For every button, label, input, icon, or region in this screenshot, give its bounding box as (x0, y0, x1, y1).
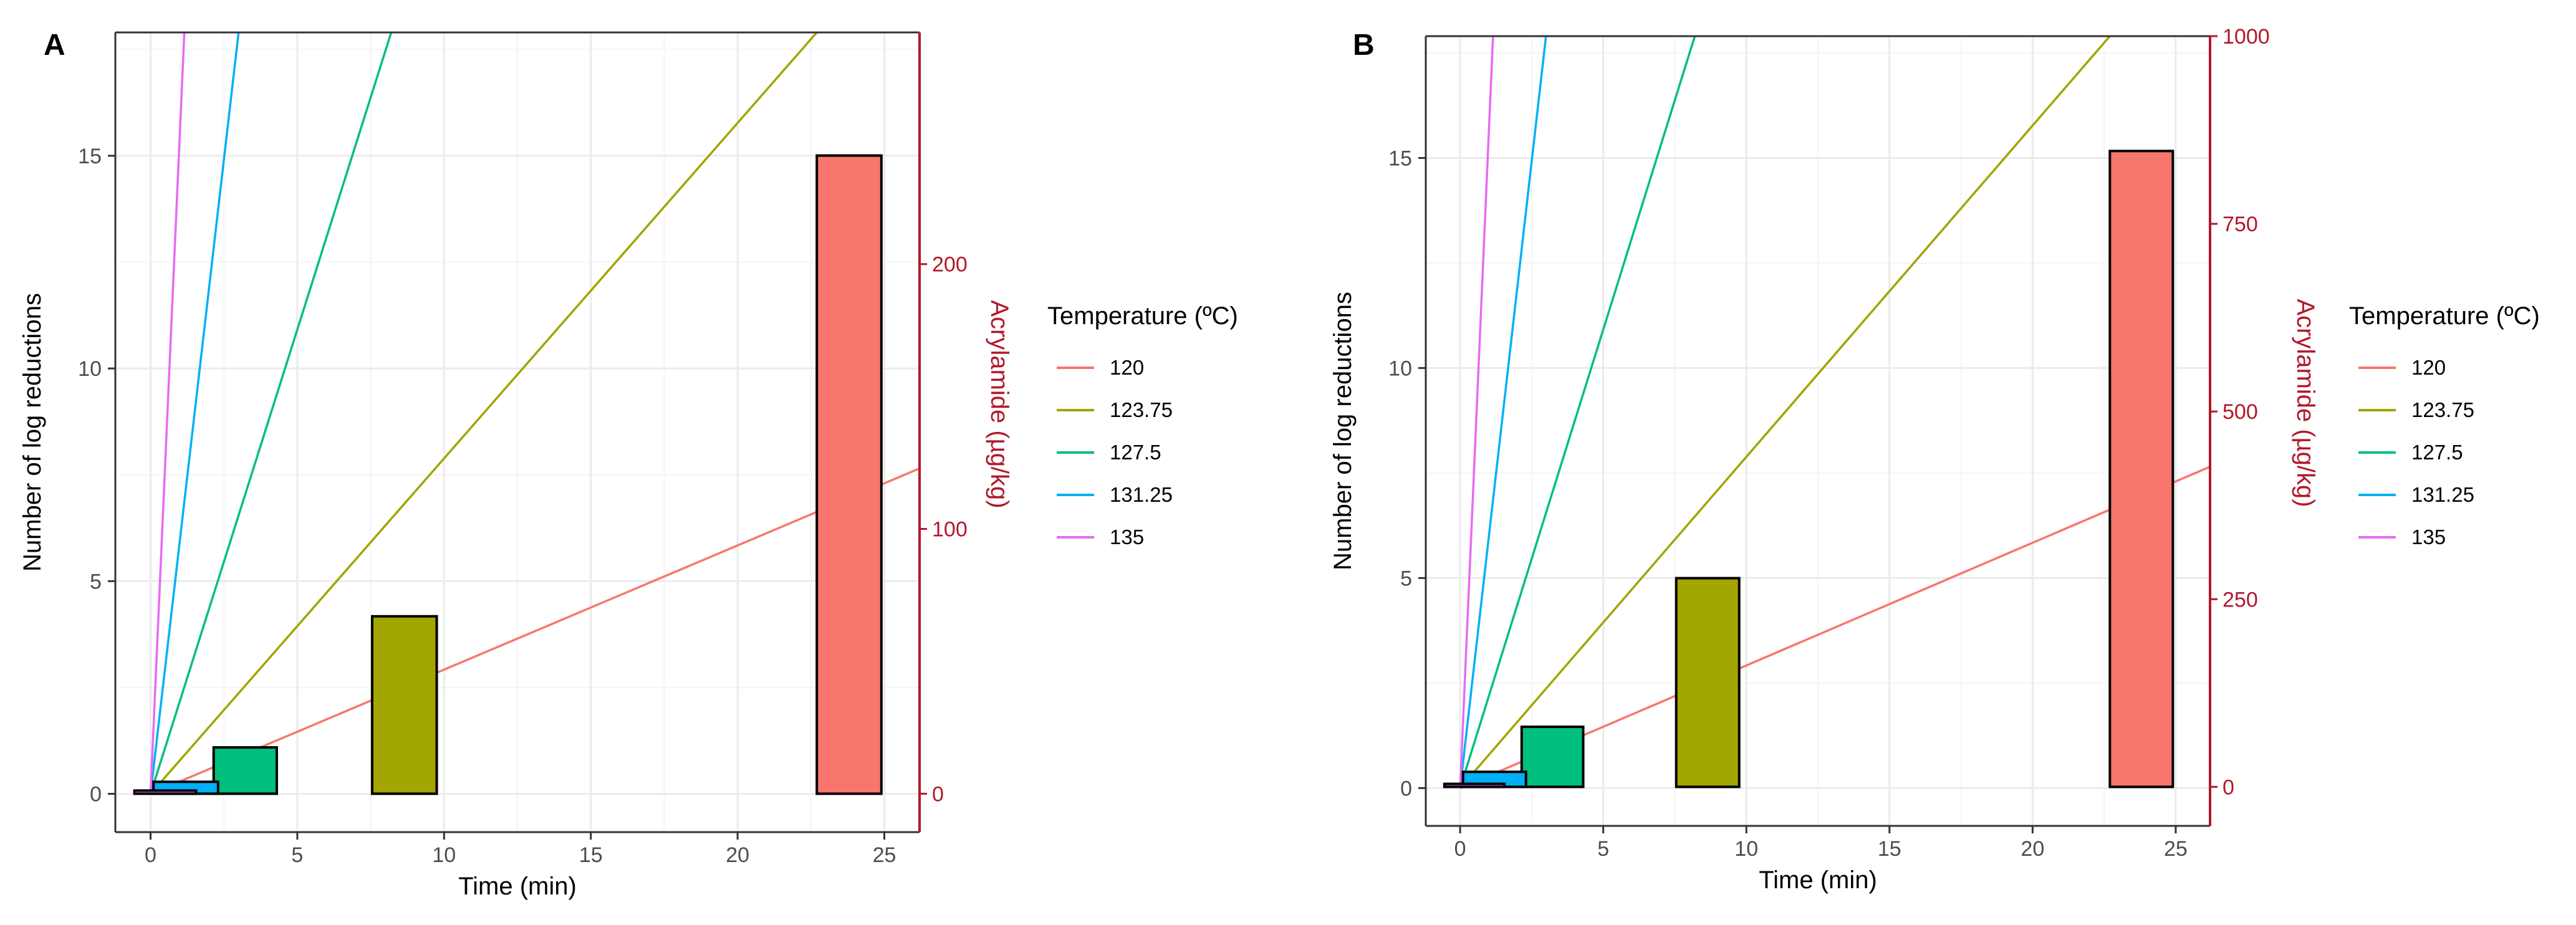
legend-title: Temperature (ºC) (2349, 302, 2540, 330)
series-line-123-75 (1459, 36, 2111, 789)
panel-label: B (1353, 29, 1375, 62)
bar-120 (2108, 150, 2175, 788)
y2-tick-label: 500 (2223, 400, 2258, 424)
legend-label: 123.75 (1110, 398, 1173, 421)
x-tick-label: 25 (2164, 837, 2188, 861)
y-tick-label: 0 (90, 783, 102, 807)
series-line-127-5 (149, 32, 393, 795)
bar-127-5 (212, 746, 278, 795)
bar-135 (1443, 782, 1506, 788)
series-line-123-75 (150, 32, 818, 795)
y-tick-label: 5 (1400, 567, 1412, 590)
x-tick-label: 20 (726, 843, 749, 867)
legend-label: 120 (2411, 356, 2446, 379)
x-tick-label: 10 (1734, 837, 1758, 861)
y2-tick-label: 1000 (2223, 25, 2270, 49)
x-axis-title: Time (min) (1759, 866, 1877, 894)
y-tick-label: 15 (1388, 146, 1412, 170)
y2-tick-label: 200 (932, 253, 968, 277)
legend-label: 135 (2411, 525, 2446, 549)
y2-axis-title: Acrylamide (µg/kg) (2292, 299, 2319, 507)
x-tick-label: 0 (145, 843, 156, 867)
series-line-135 (1459, 36, 1494, 788)
bar-123-75 (1675, 577, 1741, 788)
bar-120 (815, 154, 883, 795)
series-line-120 (150, 467, 920, 795)
x-tick-label: 15 (579, 843, 603, 867)
y2-tick-label: 100 (932, 518, 968, 542)
y2-tick-label: 0 (932, 782, 944, 806)
x-axis-title: Time (min) (458, 873, 577, 900)
legend-label: 135 (1110, 525, 1144, 549)
y-tick-label: 15 (78, 145, 102, 168)
x-tick-label: 20 (2021, 837, 2044, 861)
legend-label: 131.25 (1110, 483, 1173, 506)
y-axis-title: Number of log reductions (19, 293, 46, 572)
plot-area (1443, 36, 2210, 789)
plot-area (133, 32, 920, 795)
y2-tick-label: 0 (2223, 775, 2234, 799)
x-tick-label: 5 (291, 843, 303, 867)
x-tick-label: 25 (873, 843, 896, 867)
panel-A: 0 5 10 15 20 25 0 5 10 15 0 100 200 Time (min) Number … (19, 29, 1238, 900)
y-axis-title: Number of log reductions (1329, 292, 1357, 570)
bar-127-5 (1520, 726, 1585, 788)
y-tick-label: 10 (1388, 357, 1412, 380)
x-tick-label: 0 (1454, 837, 1466, 861)
legend-label: 127.5 (2411, 441, 2463, 464)
x-tick-label: 10 (432, 843, 456, 867)
legend-label: 120 (1110, 356, 1144, 379)
legend-title: Temperature (ºC) (1047, 302, 1238, 330)
bar-135 (133, 789, 198, 795)
panel-label: A (44, 29, 65, 62)
series-line-120 (1459, 466, 2210, 789)
x-tick-label: 5 (1597, 837, 1609, 861)
series-line-135 (149, 32, 186, 794)
series-line-131-25 (149, 32, 240, 794)
x-tick-label: 15 (1878, 837, 1901, 861)
y2-axis-title: Acrylamide (µg/kg) (986, 300, 1013, 508)
legend-label: 127.5 (1110, 441, 1161, 464)
legend: Temperature (ºC) 120 123.75 127.5 131.25 135 (2349, 302, 2540, 549)
legend-label: 131.25 (2411, 483, 2474, 506)
y2-tick-label: 750 (2223, 213, 2258, 236)
y-tick-label: 5 (90, 570, 102, 593)
legend-label: 123.75 (2411, 398, 2474, 421)
series-line-131-25 (1459, 36, 1547, 788)
bar-123-75 (370, 615, 438, 795)
series-line-127-5 (1459, 36, 1696, 788)
y-tick-label: 0 (1400, 777, 1412, 800)
y-tick-label: 10 (78, 357, 102, 381)
y2-tick-label: 250 (2223, 588, 2258, 611)
legend: Temperature (ºC) 120 123.75 127.5 131.25 135 (1047, 302, 1238, 549)
